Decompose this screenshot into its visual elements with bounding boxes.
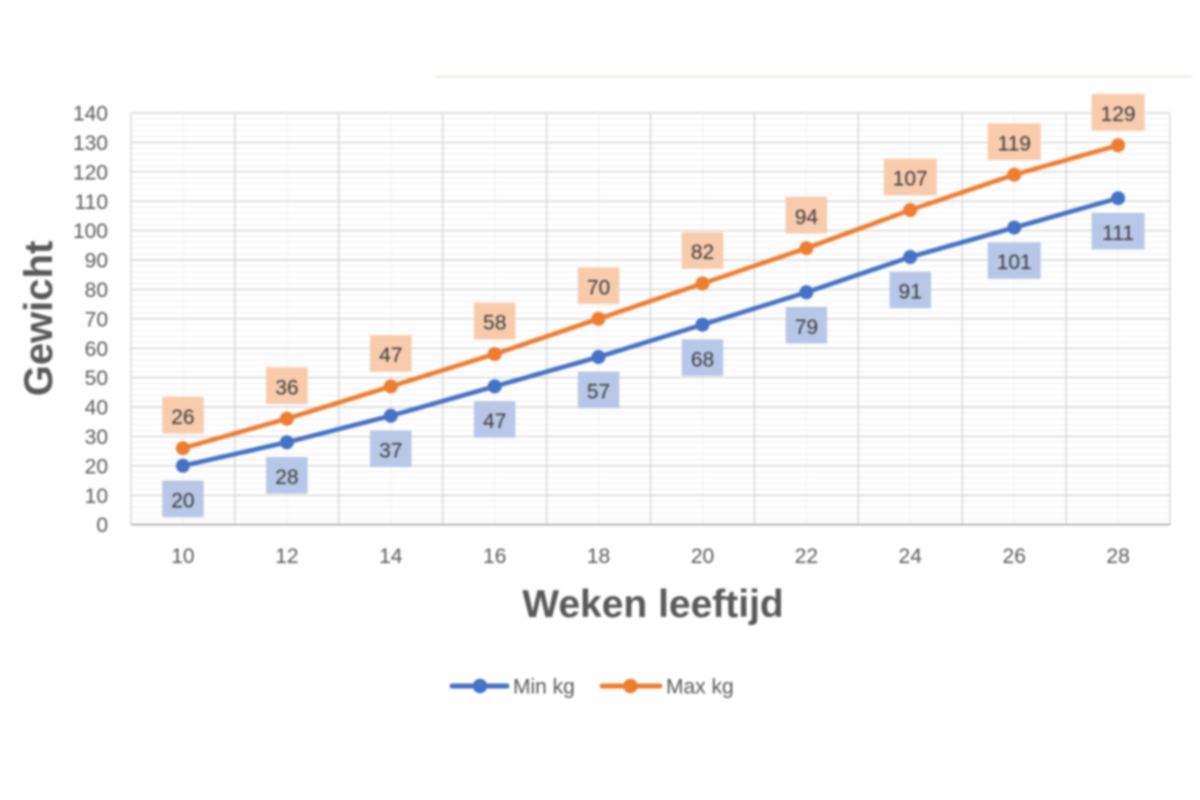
- svg-text:60: 60: [85, 338, 108, 361]
- svg-text:79: 79: [795, 316, 818, 339]
- svg-text:20: 20: [171, 489, 194, 512]
- svg-text:119: 119: [997, 132, 1030, 155]
- svg-text:57: 57: [587, 381, 610, 404]
- svg-text:91: 91: [899, 281, 922, 304]
- svg-text:26: 26: [171, 406, 194, 429]
- svg-text:Max kg: Max kg: [666, 676, 734, 699]
- svg-text:47: 47: [483, 410, 506, 433]
- svg-text:36: 36: [275, 376, 298, 399]
- svg-text:10: 10: [171, 545, 194, 568]
- svg-text:Min kg: Min kg: [513, 676, 575, 699]
- svg-text:90: 90: [85, 250, 108, 273]
- svg-text:26: 26: [1003, 545, 1026, 568]
- svg-text:20: 20: [691, 545, 714, 568]
- svg-text:107: 107: [893, 168, 928, 191]
- svg-text:129: 129: [1101, 103, 1136, 126]
- svg-text:18: 18: [587, 545, 610, 568]
- svg-text:28: 28: [275, 466, 298, 489]
- svg-text:58: 58: [483, 312, 506, 335]
- svg-text:37: 37: [379, 439, 402, 462]
- svg-text:140: 140: [73, 103, 108, 126]
- svg-text:30: 30: [85, 426, 108, 449]
- svg-text:50: 50: [85, 367, 108, 390]
- svg-text:82: 82: [691, 241, 714, 264]
- svg-text:12: 12: [275, 545, 298, 568]
- svg-text:101: 101: [997, 251, 1032, 274]
- svg-text:14: 14: [379, 545, 403, 568]
- svg-text:20: 20: [85, 455, 108, 478]
- svg-text:68: 68: [691, 348, 714, 371]
- svg-text:10: 10: [85, 485, 108, 508]
- svg-text:70: 70: [85, 308, 108, 331]
- svg-text:47: 47: [379, 344, 402, 367]
- svg-text:120: 120: [73, 161, 108, 184]
- svg-text:22: 22: [795, 545, 818, 568]
- svg-text:110: 110: [75, 191, 108, 214]
- svg-text:24: 24: [899, 545, 923, 568]
- svg-text:16: 16: [483, 545, 506, 568]
- svg-text:Gewicht: Gewicht: [17, 241, 61, 397]
- svg-text:94: 94: [795, 206, 819, 229]
- svg-text:40: 40: [85, 397, 108, 420]
- svg-text:100: 100: [73, 220, 108, 243]
- svg-text:28: 28: [1106, 545, 1129, 568]
- svg-text:70: 70: [587, 276, 610, 299]
- svg-text:111: 111: [1102, 222, 1134, 245]
- svg-text:130: 130: [73, 132, 108, 155]
- svg-text:0: 0: [96, 514, 108, 537]
- svg-text:80: 80: [85, 279, 108, 302]
- svg-text:Weken leeftijd: Weken leeftijd: [522, 583, 784, 626]
